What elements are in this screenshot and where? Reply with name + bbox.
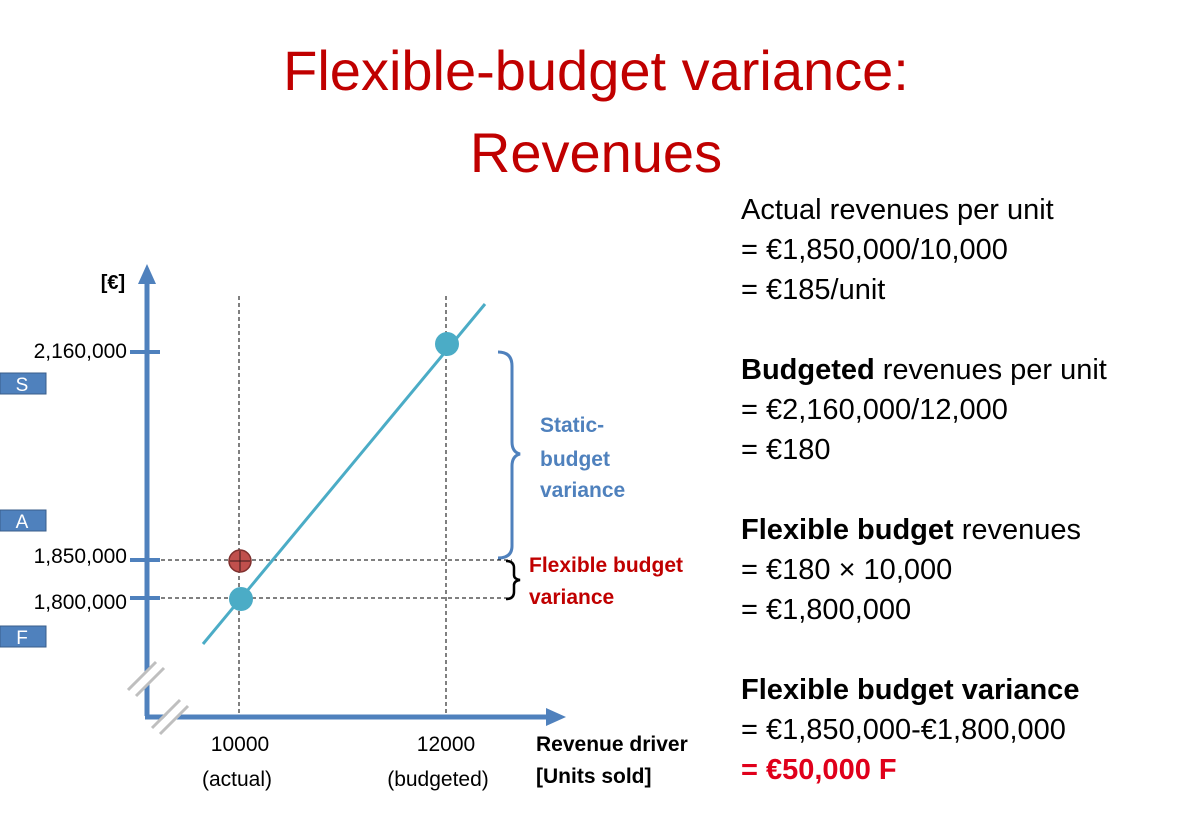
flexible-variance-label: Flexible budget variance — [529, 554, 689, 609]
flexible-variance-label-line2: variance — [529, 586, 614, 609]
calculation-panel: Actual revenues per unit = €1,850,000/10… — [741, 190, 1181, 830]
point-flexible-revenue — [229, 587, 253, 611]
static-variance-label: Static- budget variance — [540, 414, 625, 502]
tag-actual: A — [0, 509, 47, 533]
tag-actual-label: A — [16, 512, 29, 533]
x-axis-break-marks — [150, 698, 190, 736]
slide-title: Flexible-budget variance: Revenues — [0, 30, 1192, 195]
point-budgeted-revenue — [435, 332, 459, 356]
flexible-variance-label-line1: Flexible budget — [529, 554, 683, 577]
y-axis-break-marks — [126, 660, 166, 698]
x-tick-sublabel-actual: (actual) — [202, 768, 272, 791]
static-variance-label-line3: variance — [540, 479, 625, 502]
x-tick-label-12000: 12000 — [417, 733, 475, 756]
flexible-revenue-calc: Flexible budget revenues = €180 × 10,000… — [741, 510, 1181, 630]
actual-revenue-calc: Actual revenues per unit = €1,850,000/10… — [741, 190, 1181, 310]
y-tick-label-1800000: 1,800,000 — [34, 591, 127, 614]
x-tick-sublabel-budgeted: (budgeted) — [387, 768, 489, 791]
actual-revenue-formula: = €1,850,000/10,000 — [741, 234, 1008, 266]
budget-revenue-line — [201, 303, 487, 645]
y-axis-unit: [€] — [101, 272, 125, 294]
budgeted-revenue-calc: Budgeted revenues per unit = €2,160,000/… — [741, 350, 1181, 470]
tag-flexible: F — [0, 625, 47, 649]
y-axis-arrow — [138, 264, 156, 284]
y-tick-label-2160000: 2,160,000 — [34, 340, 127, 363]
static-variance-label-line1: Static- — [540, 414, 604, 437]
static-variance-label-line2: budget — [540, 448, 610, 471]
static-variance-brace — [497, 350, 521, 560]
budgeted-revenue-heading-bold: Budgeted — [741, 354, 875, 386]
x-axis-label-line2: [Units sold] — [536, 765, 652, 788]
flexible-variance-formula: = €1,850,000-€1,800,000 — [741, 714, 1066, 746]
slide-title-line1: Flexible-budget variance: — [283, 39, 909, 102]
actual-revenue-heading: Actual revenues per unit — [741, 194, 1054, 226]
flexible-revenue-formula: = €180 × 10,000 — [741, 554, 953, 586]
tag-flexible-label: F — [16, 628, 28, 649]
budgeted-revenue-heading-rest: revenues per unit — [874, 354, 1107, 386]
flexible-revenue-heading-bold: Flexible budget — [741, 514, 954, 546]
flexible-variance-calc: Flexible budget variance = €1,850,000-€1… — [741, 670, 1181, 790]
point-actual-revenue — [228, 549, 252, 573]
x-tick-label-10000: 10000 — [211, 733, 269, 756]
slide-title-line2: Revenues — [469, 121, 723, 185]
flexible-revenue-heading: Flexible budget revenues — [741, 510, 1181, 550]
tag-static: S — [0, 372, 47, 396]
y-tick-label-1850000: 1,850,000 — [34, 545, 127, 568]
flexible-variance-heading: Flexible budget variance — [741, 674, 1080, 706]
flexible-variance-result: = €50,000 F — [741, 754, 897, 786]
x-axis-arrow — [546, 708, 566, 726]
actual-revenue-result: = €185/unit — [741, 274, 886, 306]
x-axis-label-line1: Revenue driver — [536, 733, 688, 756]
flexible-revenue-result: = €1,800,000 — [741, 594, 912, 626]
variance-diagram: [€] 2,160,000 1,850,000 1,800,000 S A F … — [0, 264, 689, 791]
budgeted-revenue-result: = €180 — [741, 434, 831, 466]
budgeted-revenue-formula: = €2,160,000/12,000 — [741, 394, 1008, 426]
budgeted-revenue-heading: Budgeted revenues per unit — [741, 350, 1181, 390]
tag-static-label: S — [16, 375, 29, 396]
flexible-variance-brace — [505, 559, 521, 601]
flexible-revenue-heading-rest: revenues — [953, 514, 1082, 546]
